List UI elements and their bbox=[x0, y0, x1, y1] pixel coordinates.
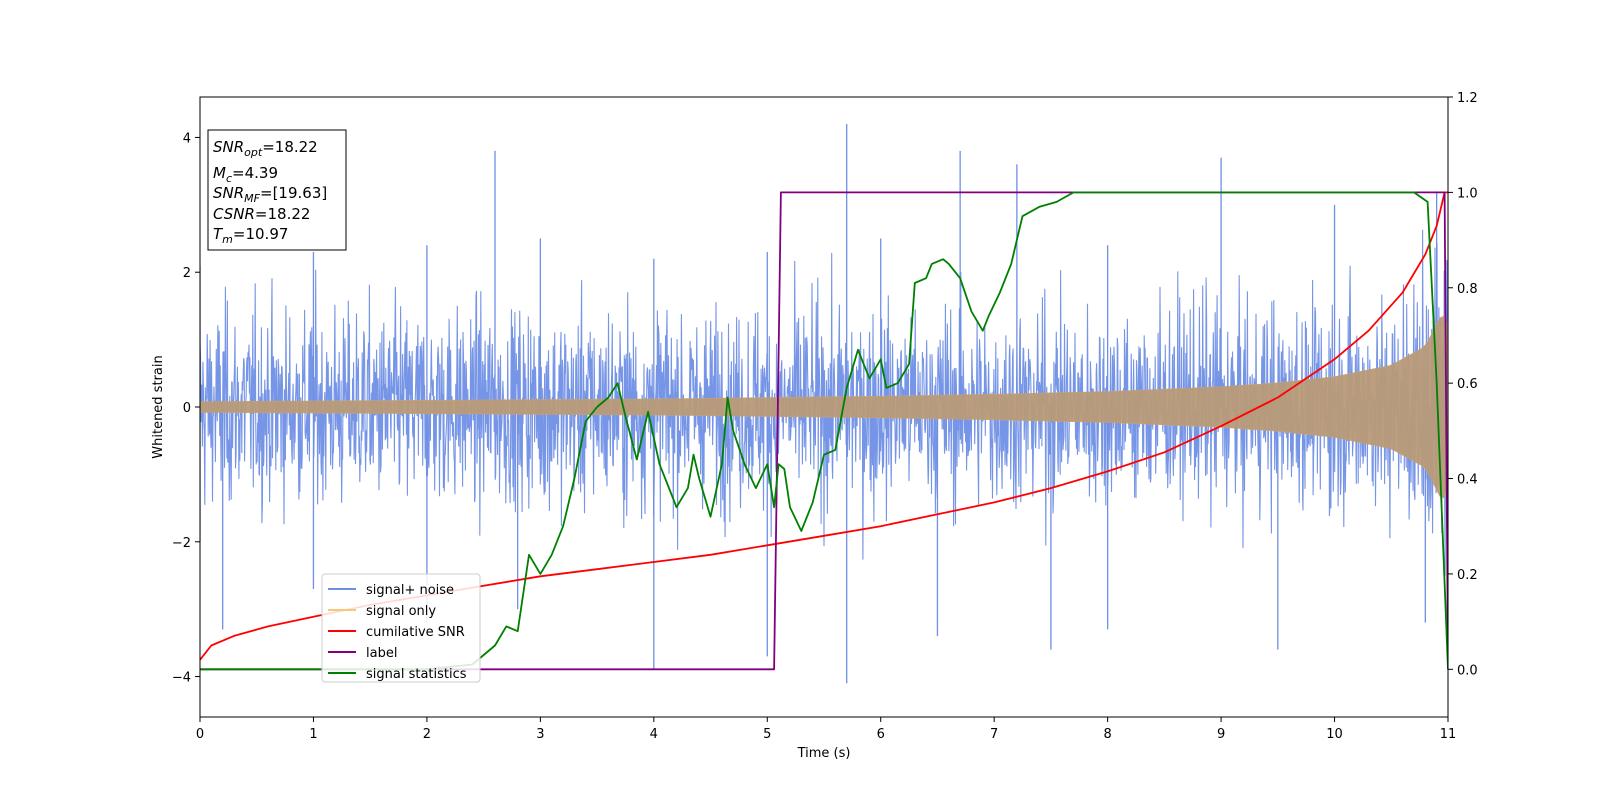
x-tick-label: 11 bbox=[1440, 727, 1457, 742]
series-layer bbox=[200, 123, 1448, 684]
legend-label: signal statistics bbox=[366, 667, 467, 682]
y-right-tick-label: 1.0 bbox=[1457, 186, 1478, 201]
info-snr-opt: SNRopt=18.22 bbox=[213, 138, 318, 159]
x-tick-label: 5 bbox=[763, 727, 771, 742]
legend-label: label bbox=[366, 646, 397, 661]
info-box: SNRopt=18.22 Mc=4.39 SNRMF=[19.63] CSNR=… bbox=[207, 129, 347, 251]
y-right-tick-label: 0.4 bbox=[1457, 473, 1478, 488]
info-mc: Mc=4.39 bbox=[213, 164, 278, 185]
y-right-tick-label: 0.0 bbox=[1457, 663, 1478, 678]
x-tick-label: 10 bbox=[1326, 727, 1343, 742]
series-signal-statistics bbox=[200, 191, 1448, 671]
legend-entries: signal+ noise signal only cumilative SNR la… bbox=[328, 583, 467, 682]
y-left-tick-label: 0 bbox=[183, 401, 191, 416]
x-tick-label: 6 bbox=[877, 727, 885, 742]
info-csnr: CSNR=18.22 bbox=[213, 205, 310, 223]
info-box-frame bbox=[207, 129, 347, 251]
legend: signal+ noise signal only cumilative SNR la… bbox=[321, 573, 481, 683]
y-left-tick-label: −4 bbox=[172, 671, 191, 686]
y-left-tick-label: −2 bbox=[172, 536, 191, 551]
legend-label: signal only bbox=[366, 604, 436, 619]
legend-frame bbox=[321, 573, 481, 683]
x-axis-label: Time (s) bbox=[797, 746, 851, 761]
x-tick-label: 2 bbox=[423, 727, 431, 742]
info-snr-mf: SNRMF=[19.63] bbox=[213, 184, 327, 205]
series-signal-only bbox=[200, 315, 1448, 499]
y-left-tick-label: 2 bbox=[183, 266, 191, 281]
x-tick-label: 0 bbox=[196, 727, 204, 742]
legend-label: signal+ noise bbox=[366, 583, 454, 598]
x-tick-label: 7 bbox=[990, 727, 998, 742]
series-label bbox=[200, 191, 1448, 671]
y-right-tick-label: 0.2 bbox=[1457, 568, 1478, 583]
y-axis-label: Whitened strain bbox=[151, 355, 166, 458]
legend-label: cumilative SNR bbox=[366, 625, 465, 640]
y-right-tick-label: 0.8 bbox=[1457, 282, 1478, 297]
series-signal-noise bbox=[200, 229, 1448, 576]
y-left-tick-label: 4 bbox=[183, 131, 191, 146]
y-right-tick-label: 1.2 bbox=[1457, 91, 1478, 106]
x-tick-label: 3 bbox=[536, 727, 544, 742]
y-right-tick-label: 0.6 bbox=[1457, 377, 1478, 392]
info-tm: Tm=10.97 bbox=[213, 225, 288, 246]
x-tick-label: 9 bbox=[1217, 727, 1225, 742]
x-tick-label: 8 bbox=[1103, 727, 1111, 742]
ticks-layer: 0 1 2 3 4 5 6 7 8 9 10 11 −4 −2 0 2 4 0.0 0.2 0.4 0.6 0.8 1.0 1… bbox=[172, 91, 1478, 742]
x-tick-label: 4 bbox=[650, 727, 658, 742]
x-tick-label: 1 bbox=[309, 727, 317, 742]
